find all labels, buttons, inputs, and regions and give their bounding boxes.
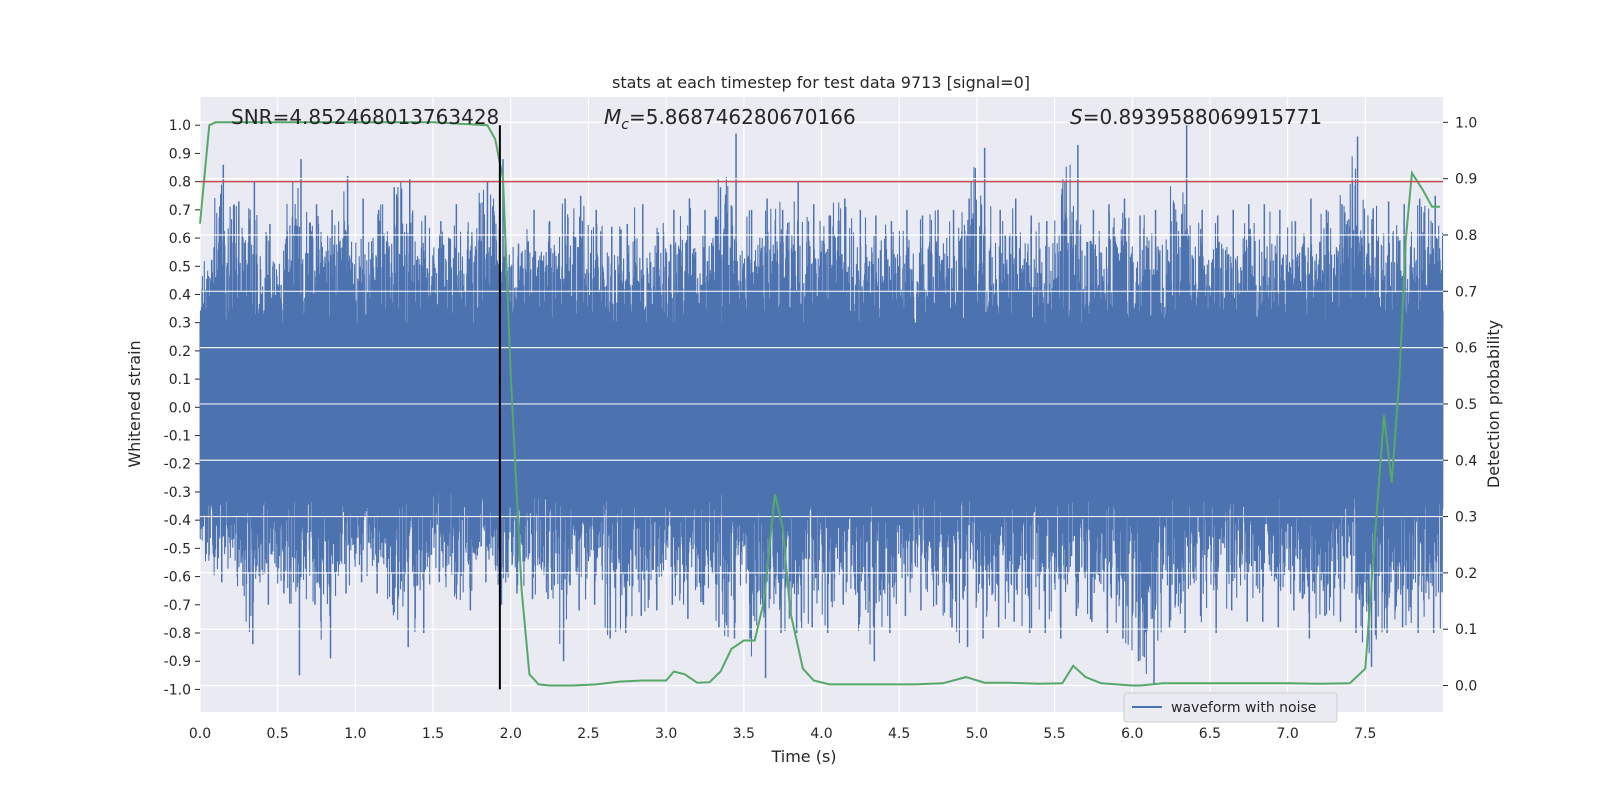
y-tick-labels: 1.0 0.9 0.8 0.7 0.6 0.5 0.4 0.3 0.2 0.1 0.0 -0.1 -0.… bbox=[164, 118, 191, 698]
y-tick-label: 0.4 bbox=[169, 287, 191, 303]
y2-tick-label: 0.3 bbox=[1455, 510, 1477, 526]
x-tick-label: 2.5 bbox=[577, 726, 599, 742]
s-annotation: S=0.8939588069915771 bbox=[1070, 105, 1322, 129]
y2-tick-label: 0.1 bbox=[1455, 622, 1477, 638]
x-tick-label: 4.0 bbox=[810, 726, 832, 742]
waveform-core bbox=[200, 322, 1443, 492]
y2-tick-label: 0.4 bbox=[1455, 453, 1477, 469]
y2-tick-label: 0.9 bbox=[1455, 172, 1477, 188]
y-tick-label: -0.8 bbox=[164, 626, 191, 642]
y-axis-label: Whitened strain bbox=[125, 340, 144, 467]
y2-tick-labels: 1.0 0.9 0.8 0.7 0.6 0.5 0.4 0.3 0.2 0.1 0.0 bbox=[1455, 115, 1477, 694]
x-tick-label: 6.0 bbox=[1121, 726, 1143, 742]
snr-label: SNR bbox=[231, 105, 273, 129]
y-tick-label: -0.4 bbox=[164, 513, 191, 529]
y-tick-label: -0.7 bbox=[164, 598, 191, 614]
x-tick-label: 0.5 bbox=[267, 726, 289, 742]
y2-tick-label: 0.8 bbox=[1455, 228, 1477, 244]
markers bbox=[200, 125, 1443, 690]
x-tick-label: 3.5 bbox=[733, 726, 755, 742]
chirp-mass-annotation: Mc=5.868746280670166 bbox=[604, 105, 856, 133]
y-tick-label: 0.0 bbox=[169, 400, 191, 416]
x-tick-label: 1.5 bbox=[422, 726, 444, 742]
detection-probability-line bbox=[199, 121, 1440, 687]
y-tick-label: 0.2 bbox=[169, 344, 191, 360]
y-tick-label: 0.7 bbox=[169, 203, 191, 219]
y2-tick-label: 1.0 bbox=[1455, 115, 1477, 131]
detection-probability-series bbox=[199, 121, 1440, 687]
y-tick-label: 0.1 bbox=[169, 372, 191, 388]
x-tick-label: 5.5 bbox=[1043, 726, 1065, 742]
snr-value: =4.852468013763428 bbox=[273, 105, 500, 129]
x-tick-label: 3.0 bbox=[655, 726, 677, 742]
x-tick-label: 2.0 bbox=[500, 726, 522, 742]
y-tick-label: 0.8 bbox=[169, 175, 191, 191]
y-tick-label: 0.6 bbox=[169, 231, 191, 247]
y2-tick-label: 0.2 bbox=[1455, 566, 1477, 582]
y-tick-label: -0.5 bbox=[164, 541, 191, 557]
x-tick-label: 6.5 bbox=[1199, 726, 1221, 742]
y2-tick-label: 0.6 bbox=[1455, 341, 1477, 357]
waveform-series bbox=[199, 121, 1444, 687]
y-tick-label: 0.3 bbox=[169, 316, 191, 332]
legend: waveform with noise bbox=[1123, 692, 1338, 723]
y2-tick-label: 0.7 bbox=[1455, 284, 1477, 300]
x-tick-labels: 0.0 0.5 1.0 1.5 2.0 2.5 3.0 3.5 4.0 4.5 5.0 5.5 6.0 6… bbox=[189, 726, 1377, 742]
y-tick-label: 0.9 bbox=[169, 146, 191, 162]
legend-label: waveform with noise bbox=[1171, 700, 1316, 716]
y-tick-label: -0.2 bbox=[164, 457, 191, 473]
chirp-mass-subscript: c bbox=[621, 117, 629, 133]
y2-tick-label: 0.5 bbox=[1455, 397, 1477, 413]
y-tick-label: -1.0 bbox=[164, 682, 191, 698]
chart-title: stats at each timestep for test data 971… bbox=[612, 73, 1030, 92]
x-tick-label: 7.5 bbox=[1354, 726, 1376, 742]
legend-box bbox=[1123, 692, 1338, 723]
y2-axis-label: Detection probability bbox=[1484, 320, 1503, 488]
x-tick-label: 5.0 bbox=[966, 726, 988, 742]
s-symbol: S bbox=[1070, 105, 1083, 129]
x-tick-label: 1.0 bbox=[344, 726, 366, 742]
y-tick-label: -0.9 bbox=[164, 654, 191, 670]
y-tick-label: 0.5 bbox=[169, 259, 191, 275]
x-tick-label: 0.0 bbox=[189, 726, 211, 742]
y-tick-label: -0.3 bbox=[164, 485, 191, 501]
y-tick-label: -0.1 bbox=[164, 429, 191, 445]
s-value: =0.8939588069915771 bbox=[1083, 105, 1322, 129]
chirp-mass-symbol: M bbox=[604, 105, 621, 129]
y-tick-label: 1.0 bbox=[169, 118, 191, 134]
chirp-mass-value: =5.868746280670166 bbox=[629, 105, 856, 129]
y2-tick-label: 0.0 bbox=[1455, 679, 1477, 695]
x-tick-label: 7.0 bbox=[1276, 726, 1298, 742]
snr-annotation: SNR=4.852468013763428 bbox=[231, 105, 499, 129]
y-tick-label: -0.6 bbox=[164, 570, 191, 586]
x-axis-label: Time (s) bbox=[770, 747, 836, 766]
x-tick-label: 4.5 bbox=[888, 726, 910, 742]
